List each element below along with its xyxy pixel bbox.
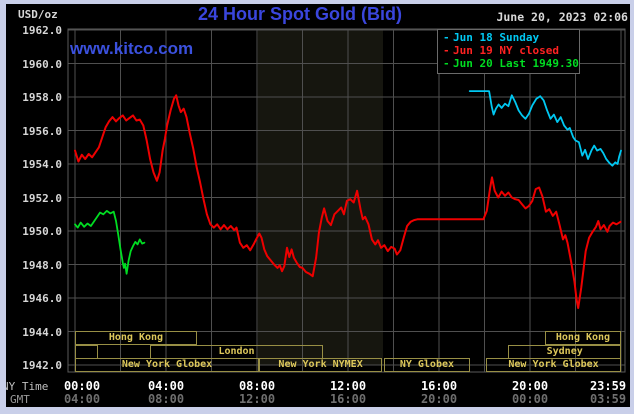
session-label: New York NYMEX xyxy=(278,359,363,370)
page-frame-bottom xyxy=(0,407,634,414)
x-tick-gmt: 16:00 xyxy=(329,392,367,406)
x-tick-gmt: 08:00 xyxy=(147,392,185,406)
x-tick-gmt: 20:00 xyxy=(420,392,458,406)
price-line-jun-18-sunday xyxy=(468,90,622,167)
session-label: NY Globex xyxy=(399,359,455,370)
session-label: New York Globex xyxy=(121,359,213,370)
session-box-sydney: Sydney xyxy=(508,344,621,359)
y-tick-label: 1962.0 xyxy=(22,24,62,37)
y-tick-label: 1942.0 xyxy=(22,359,62,372)
session-box-hong-kong: Hong Kong xyxy=(545,331,621,345)
x-tick-ny-time: 20:00 xyxy=(511,379,549,393)
x-tick-ny-time: 23:59 xyxy=(589,379,627,393)
y-tick-label: 1960.0 xyxy=(22,57,62,71)
legend-item-label: Jun 18 Sunday xyxy=(453,31,540,44)
page-frame-top xyxy=(0,0,634,4)
legend-item-label: Jun 19 NY closed xyxy=(453,44,559,57)
y-tick-label: 1950.0 xyxy=(22,225,62,238)
session-label: New York Globex xyxy=(508,359,599,370)
chart-legend: - Jun 18 Sunday - Jun 19 NY closed - Jun 20… xyxy=(437,29,580,74)
legend-item-jun18: - Jun 18 Sunday xyxy=(438,31,579,44)
page-frame-left xyxy=(0,0,6,414)
series-dash-icon: - xyxy=(443,57,450,70)
series-dash-icon: - xyxy=(443,44,450,57)
kitco-watermark: www.kitco.com xyxy=(70,39,194,58)
session-box-unlabeled xyxy=(75,344,98,359)
y-tick-label: 1954.0 xyxy=(22,158,62,171)
x-tick-ny-time: 08:00 xyxy=(238,379,276,393)
x-tick-ny-time: 16:00 xyxy=(420,379,458,393)
series-dash-icon: - xyxy=(443,31,450,44)
session-label: London xyxy=(218,345,255,357)
session-label: Hong Kong xyxy=(108,332,164,343)
y-tick-label: 1944.0 xyxy=(22,325,62,339)
x-tick-gmt: 03:59 xyxy=(589,392,627,406)
session-box-new-york-nymex: New York NYMEX xyxy=(259,358,383,372)
x-tick-gmt: 00:00 xyxy=(511,392,549,406)
page-title: 24 Hour Spot Gold (Bid) xyxy=(198,4,402,24)
page-frame-right xyxy=(630,0,634,414)
legend-item-label: Jun 20 Last 1949.30 xyxy=(453,57,579,70)
x-tick-ny-time: 00:00 xyxy=(63,379,101,393)
y-tick-label: 1948.0 xyxy=(22,258,62,272)
x-axis-ny-time-caption: NY Time xyxy=(2,380,49,393)
session-box-london: London xyxy=(150,344,323,359)
price-line-jun-19-ny-closed xyxy=(74,94,622,309)
y-tick-label: 1958.0 xyxy=(22,91,62,104)
session-label: Sydney xyxy=(546,345,583,357)
session-label: Hong Kong xyxy=(555,332,611,343)
x-tick-ny-time: 12:00 xyxy=(329,379,367,393)
plot-border xyxy=(67,28,626,373)
legend-item-jun19: - Jun 19 NY closed xyxy=(438,44,579,57)
price-line-jun-20-last-1949-30 xyxy=(74,209,146,275)
chart-timestamp: June 20, 2023 02:06 xyxy=(496,10,628,24)
legend-item-jun20: - Jun 20 Last 1949.30 xyxy=(438,57,579,70)
y-tick-label: 1952.0 xyxy=(22,191,62,205)
y-tick-label: 1946.0 xyxy=(22,292,62,305)
session-box-new-york-globex: New York Globex xyxy=(486,358,621,372)
y-tick-label: 1956.0 xyxy=(22,124,62,138)
session-box-ny-globex: NY Globex xyxy=(383,358,470,372)
session-box-hong-kong: Hong Kong xyxy=(75,331,197,345)
y-axis-units-label: USD/oz xyxy=(18,8,58,21)
x-tick-ny-time: 04:00 xyxy=(147,379,185,393)
x-axis-gmt-caption: GMT xyxy=(10,393,30,406)
x-tick-gmt: 04:00 xyxy=(63,392,101,406)
session-box-new-york-globex: New York Globex xyxy=(75,358,260,372)
x-tick-gmt: 12:00 xyxy=(238,392,276,406)
